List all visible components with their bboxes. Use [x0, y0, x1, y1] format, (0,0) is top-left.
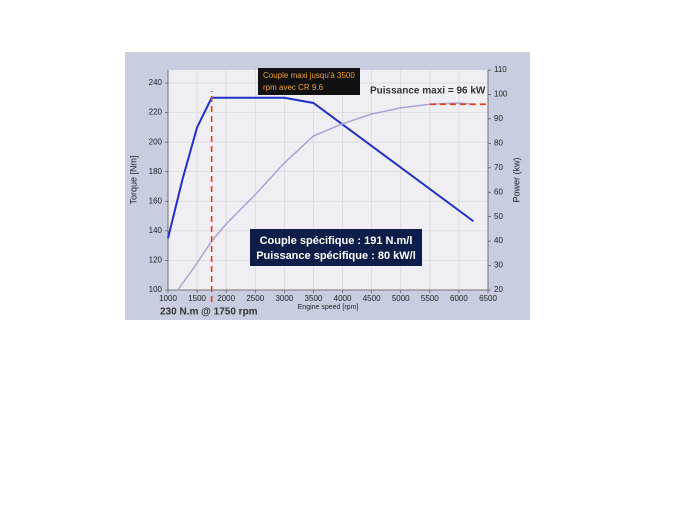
x-tick-label: 6500	[479, 294, 497, 303]
y2-tick-label: 30	[494, 261, 503, 270]
y2-axis-label: Power (kw)	[511, 157, 521, 202]
y2-tick-label: 20	[494, 285, 503, 294]
y2-tick-label: 100	[494, 90, 508, 99]
marks	[167, 91, 488, 302]
y2-tick-label: 40	[494, 236, 503, 245]
y-tick-label: 100	[149, 285, 163, 294]
y-tick-label: 240	[149, 78, 163, 87]
x-tick-label: 5000	[392, 294, 410, 303]
x-axis-label: Engine speed [rpm]	[298, 304, 359, 311]
x-tick-label: 2500	[246, 294, 264, 303]
annotation: rpm avec CR 9.6	[263, 83, 324, 92]
y-tick-label: 200	[149, 137, 163, 146]
y2-tick-label: 70	[494, 163, 503, 172]
annotation: Couple spécifique : 191 N.m/l	[260, 235, 413, 247]
x-tick-label: 1500	[188, 294, 206, 303]
y-tick-label: 120	[149, 256, 163, 265]
annotation-box	[250, 229, 422, 266]
x-tick-label: 3000	[275, 294, 293, 303]
annotation: Puissance maxi = 96 kW	[370, 86, 486, 97]
x-tick-label: 4000	[334, 294, 352, 303]
y2-tick-label: 90	[494, 114, 503, 123]
x-tick-label: 3500	[305, 294, 323, 303]
annotation: 230 N.m @ 1750 rpm	[160, 307, 258, 318]
x-tick-label: 4500	[363, 294, 381, 303]
annotation: Puissance spécifique : 80 kW/l	[256, 250, 416, 262]
x-tick-label: 1000	[159, 294, 177, 303]
y-tick-label: 180	[149, 167, 163, 176]
x-tick-label: 2000	[217, 294, 235, 303]
annotation: Couple maxi jusqu'à 3500	[263, 71, 355, 80]
y-tick-label: 140	[149, 226, 163, 235]
y2-tick-label: 110	[494, 65, 507, 74]
y-axis-label: Torque [Nm]	[128, 155, 138, 204]
y2-tick-label: 80	[494, 138, 503, 147]
x-tick-label: 5500	[421, 294, 439, 303]
y2-tick-label: 50	[494, 212, 503, 221]
y-tick-label: 220	[149, 108, 163, 117]
annotation-box	[258, 68, 360, 95]
x-tick-label: 6000	[450, 294, 468, 303]
y2-tick-label: 60	[494, 187, 503, 196]
y-tick-label: 160	[149, 196, 163, 205]
